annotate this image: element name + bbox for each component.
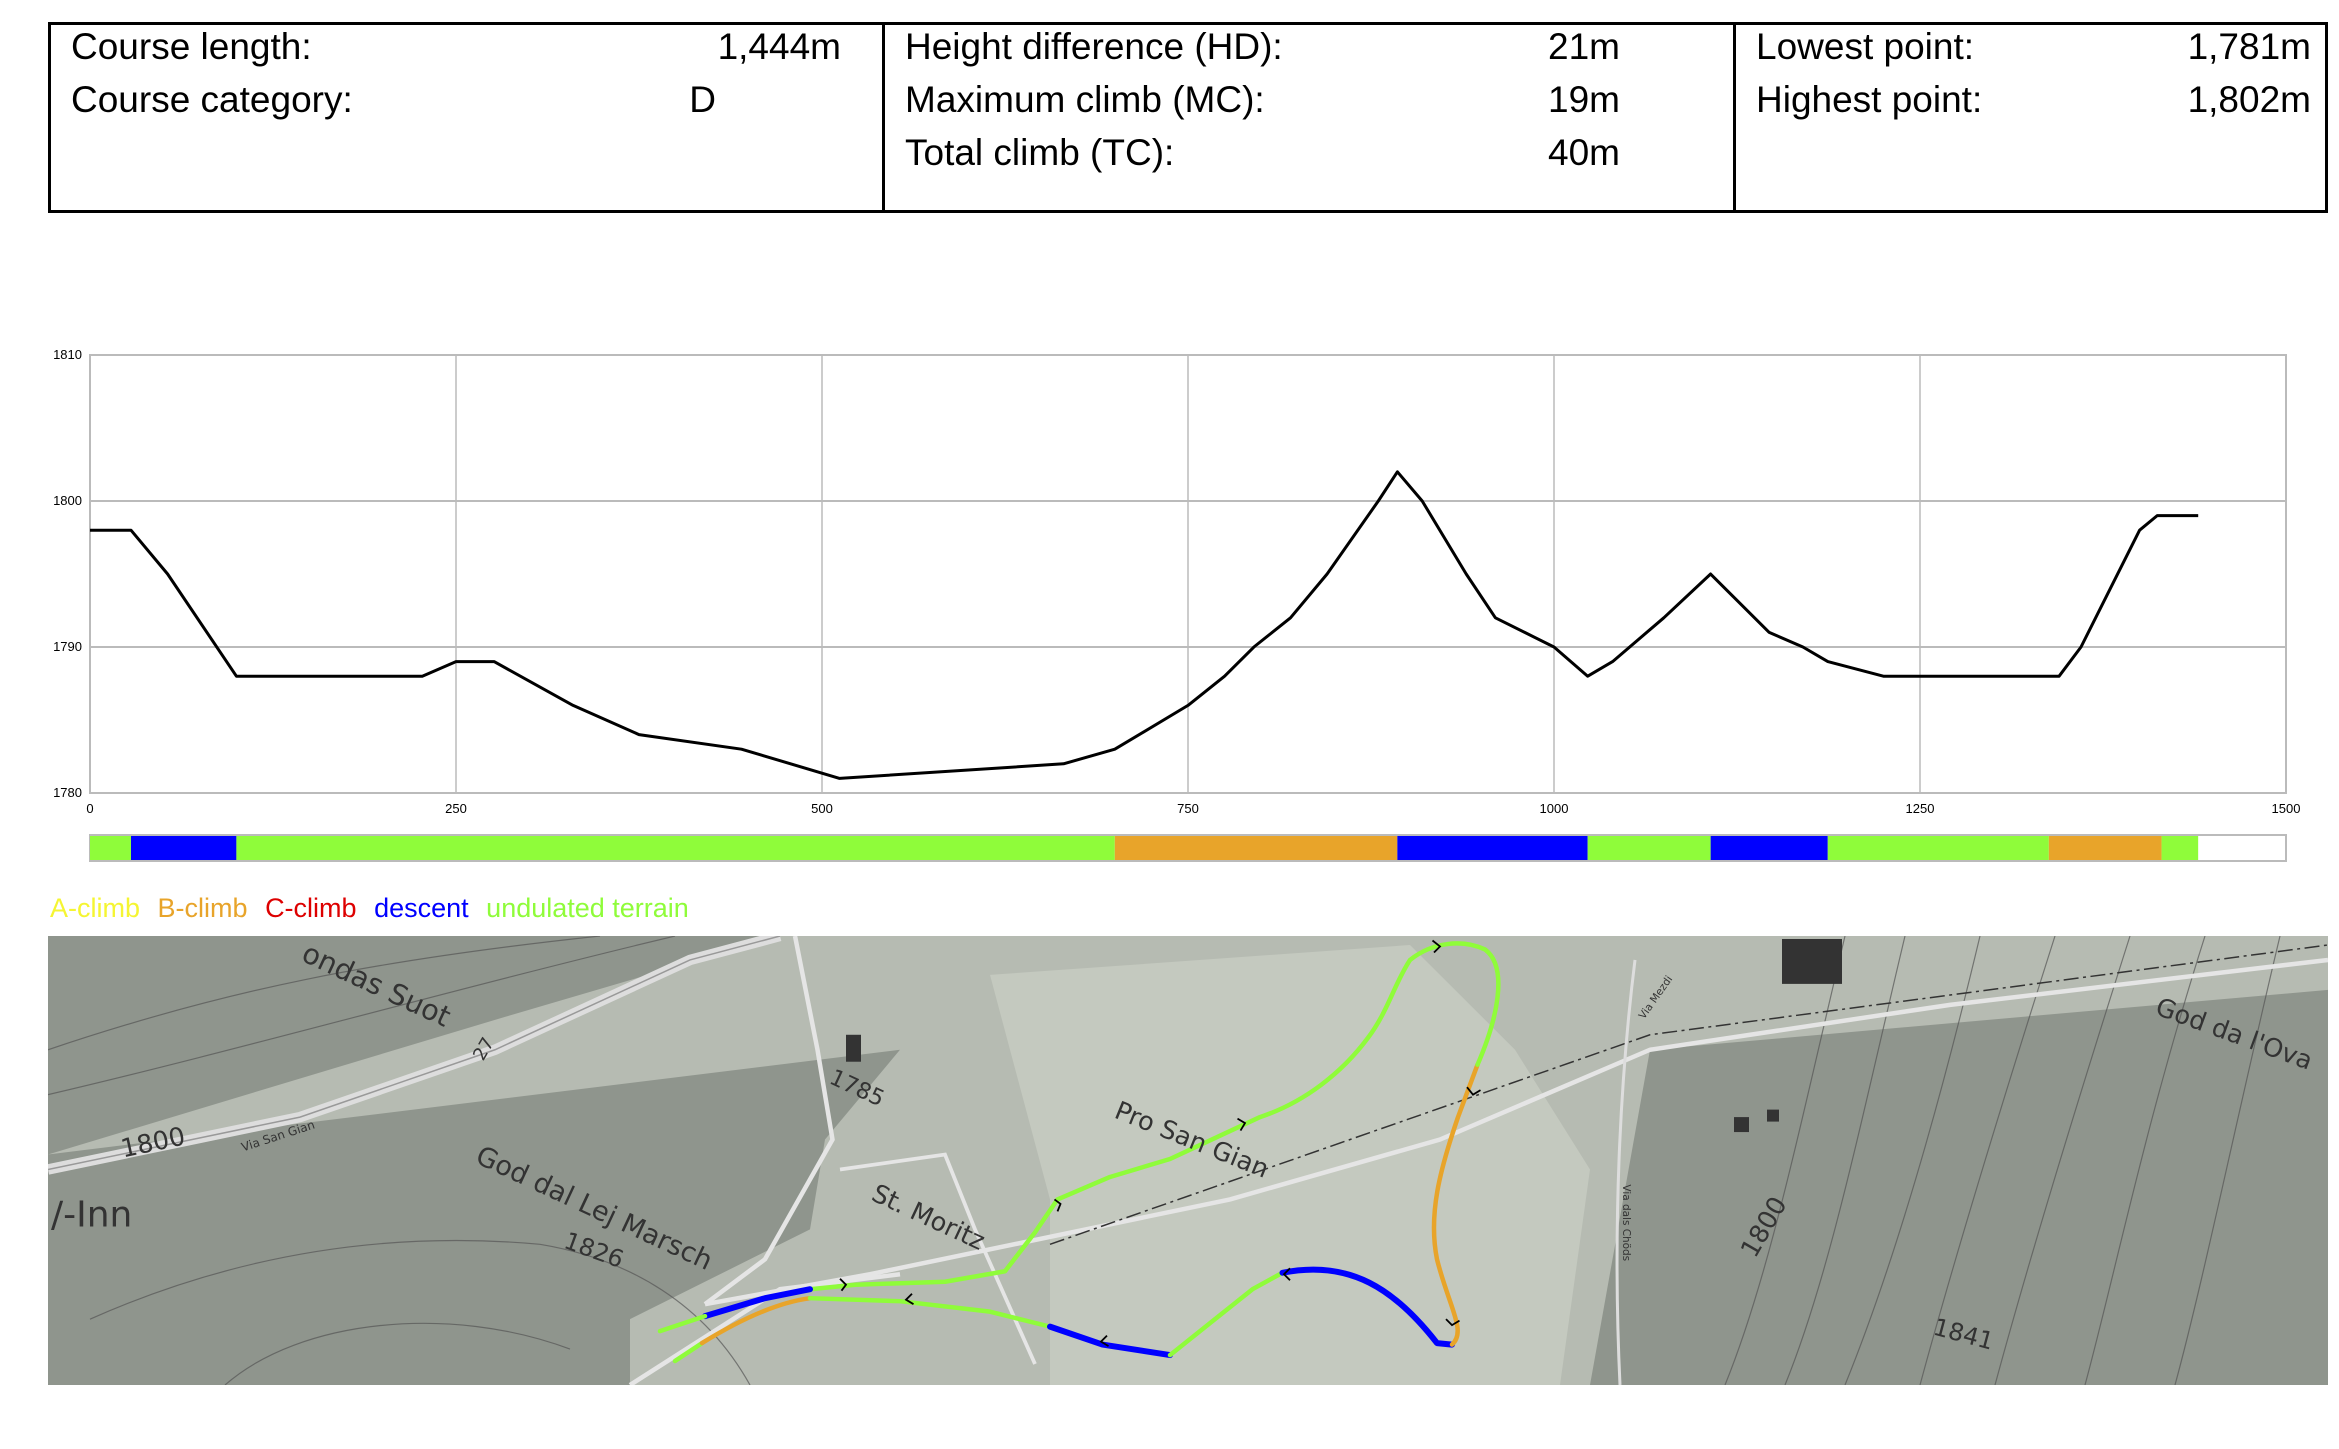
segment-b <box>2048 836 2162 860</box>
arrow-icon <box>1099 1334 1109 1347</box>
course-stats-table: Course length: 1,444m Course category: D… <box>48 22 2328 213</box>
x-tick-label: 250 <box>445 801 467 816</box>
legend-c-climb: C-climb <box>265 893 357 923</box>
y-tick-label: 1810 <box>53 347 82 362</box>
route-segment-undulated <box>807 1295 1053 1329</box>
arrow-icon <box>839 1278 848 1292</box>
legend-descent: descent <box>374 893 469 923</box>
stat-label: Height difference (HD): <box>905 26 1283 67</box>
stat-value: 1,444m <box>717 26 841 67</box>
y-tick-label: 1800 <box>53 493 82 508</box>
route-segment-b-climb <box>699 1295 813 1346</box>
stat-value: 1,781m <box>2187 26 2311 67</box>
route-segment-descent <box>702 1286 813 1320</box>
arrow-icon <box>1431 939 1442 954</box>
stat-value: 1,802m <box>2187 79 2311 120</box>
route-segment-descent <box>1279 1266 1455 1348</box>
stat-label: Course length: <box>71 26 312 67</box>
stat-label: Lowest point: <box>1756 26 1975 67</box>
x-tick-label: 1000 <box>1540 801 1569 816</box>
arrow-icon <box>1237 1117 1247 1132</box>
x-tick-label: 0 <box>86 801 93 816</box>
segment-b <box>1114 836 1398 860</box>
legend-a-climb: A-climb <box>50 893 141 923</box>
segment-undulated <box>90 836 131 860</box>
arrow-icon <box>1445 1318 1460 1327</box>
route-segment-undulated <box>657 1313 708 1334</box>
arrow-icon <box>1053 1198 1062 1212</box>
x-tick-label: 1500 <box>2272 801 2301 816</box>
arrow-icon <box>904 1293 914 1305</box>
segment-descent <box>130 836 237 860</box>
stat-value: D <box>689 79 716 120</box>
map-canvas: ondas Suot 27 1785 Pro San Gian God dal … <box>48 936 2328 1385</box>
segment-undulated <box>2161 836 2199 860</box>
legend: A-climb B-climb C-climb descent undulate… <box>50 893 699 924</box>
stat-label: Highest point: <box>1756 79 1983 120</box>
stat-label: Course category: <box>71 79 353 120</box>
map-label-inn: /-Inn <box>51 1194 132 1235</box>
segment-descent <box>1710 836 1828 860</box>
stats-column-course: Course length: 1,444m Course category: D <box>51 25 882 210</box>
segment-undulated <box>1827 836 2049 860</box>
segment-descent <box>1397 836 1588 860</box>
elevation-profile-chart: 0 250 500 750 1000 1250 1500 1780 1790 1800 1810 <box>53 347 2301 862</box>
route-segment-undulated <box>672 1340 705 1364</box>
stats-column-climb: Height difference (HD): 21m Maximum clim… <box>882 25 1733 210</box>
route-segment-undulated <box>1167 1270 1285 1358</box>
route-segment-undulated <box>807 941 1501 1292</box>
segment-undulated <box>236 836 1115 860</box>
course-map[interactable]: ondas Suot 27 1785 Pro San Gian God dal … <box>48 936 2328 1385</box>
route-direction-arrows <box>839 939 1481 1347</box>
x-tick-label: 500 <box>811 801 833 816</box>
segment-undulated <box>1587 836 1711 860</box>
stat-label: Total climb (TC): <box>905 132 1175 173</box>
stat-value: 40m <box>1548 132 1620 173</box>
y-tick-label: 1780 <box>53 785 82 800</box>
legend-undulated-terrain: undulated terrain <box>486 893 689 923</box>
map-roads <box>48 936 2328 1385</box>
x-tick-label: 1250 <box>1906 801 1935 816</box>
stat-label: Maximum climb (MC): <box>905 79 1265 120</box>
stat-value: 21m <box>1548 26 1620 67</box>
stats-column-altitude: Lowest point: 1,781m Highest point: 1,80… <box>1733 25 2325 210</box>
legend-b-climb: B-climb <box>157 893 248 923</box>
y-tick-label: 1790 <box>53 639 82 654</box>
map-label-via-dals-chods: Via dals Chöds <box>1620 1184 1632 1261</box>
stat-value: 19m <box>1548 79 1620 120</box>
map-buildings <box>846 938 1842 1133</box>
course-route <box>657 941 1501 1364</box>
route-segment-descent <box>1047 1323 1173 1359</box>
route-segment-b-climb <box>1431 1062 1480 1347</box>
arrow-icon <box>1466 1086 1481 1096</box>
x-tick-label: 750 <box>1177 801 1199 816</box>
arrow-icon <box>1282 1267 1291 1281</box>
map-contour-lines <box>48 936 2281 1385</box>
